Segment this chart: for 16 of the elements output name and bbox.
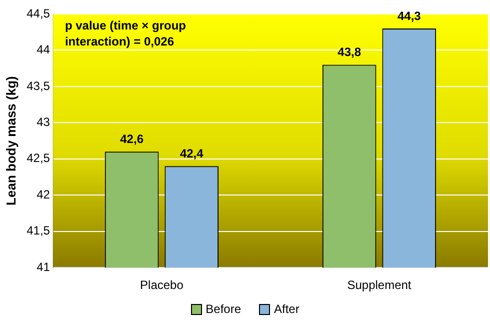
- y-axis-title: Lean body mass (kg): [3, 76, 18, 206]
- y-tick-label: 43,5: [26, 78, 50, 93]
- y-tick-label: 44,5: [26, 6, 50, 20]
- y-tick-label: 42,5: [26, 151, 50, 166]
- y-tick-label: 44: [36, 42, 50, 57]
- y-tick-label: 43: [36, 115, 50, 129]
- y-tick-label: 41: [36, 260, 50, 274]
- data-label: 42,4: [180, 146, 204, 160]
- y-tick-label: 42: [36, 187, 50, 202]
- legend-label: After: [274, 302, 300, 316]
- x-tick-label: Placebo: [140, 278, 184, 292]
- annotation: p value (time × group interaction) = 0,026: [64, 18, 186, 48]
- data-label: 42,6: [120, 132, 144, 146]
- y-tick-label: 41,5: [26, 224, 50, 238]
- x-tick-label: Supplement: [347, 278, 412, 292]
- legend-label: Before: [206, 302, 241, 316]
